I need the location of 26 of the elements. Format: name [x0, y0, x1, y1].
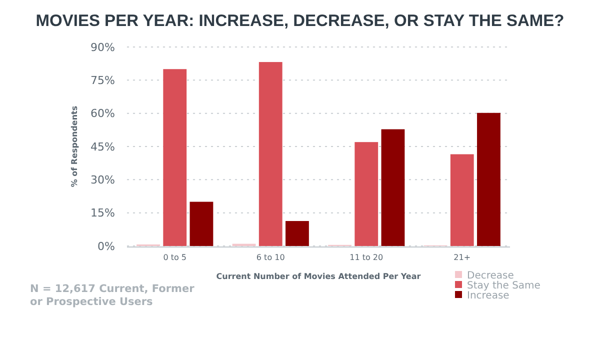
y-tick-label: 60% — [90, 107, 115, 120]
legend-label: Decrease — [467, 270, 514, 282]
chart-title: MOVIES PER YEAR: INCREASE, DECREASE, OR STAY THE SAME? — [36, 12, 564, 30]
legend-label: Increase — [467, 290, 510, 302]
y-tick-label: 45% — [90, 140, 115, 154]
bar — [163, 69, 187, 246]
y-tick-label: 15% — [90, 206, 115, 220]
y-tick-label: 90% — [90, 40, 115, 54]
x-axis-title: Current Number of Movies Attended Per Year — [216, 272, 421, 281]
bar — [286, 221, 309, 246]
bar — [450, 154, 474, 246]
text: N = 12,617 Current, Former or Prospective Users — [30, 283, 196, 308]
bar — [381, 129, 405, 246]
bar — [258, 62, 282, 246]
y-tick-label: 75% — [90, 74, 115, 88]
x-tick-label: 6 to 10 — [256, 253, 285, 262]
x-tick-label: 11 to 20 — [350, 253, 384, 262]
y-tick-label: 30% — [90, 174, 115, 187]
bar — [477, 112, 500, 246]
bar — [190, 202, 214, 246]
legend-label: Stay the Same — [467, 280, 540, 292]
bar — [354, 142, 378, 246]
x-tick-label: 0 to 5 — [163, 253, 187, 262]
y-tick-label: 0% — [98, 240, 115, 253]
x-tick-label: 21+ — [454, 253, 471, 262]
y-axis-title: % of Respondents — [70, 106, 79, 188]
